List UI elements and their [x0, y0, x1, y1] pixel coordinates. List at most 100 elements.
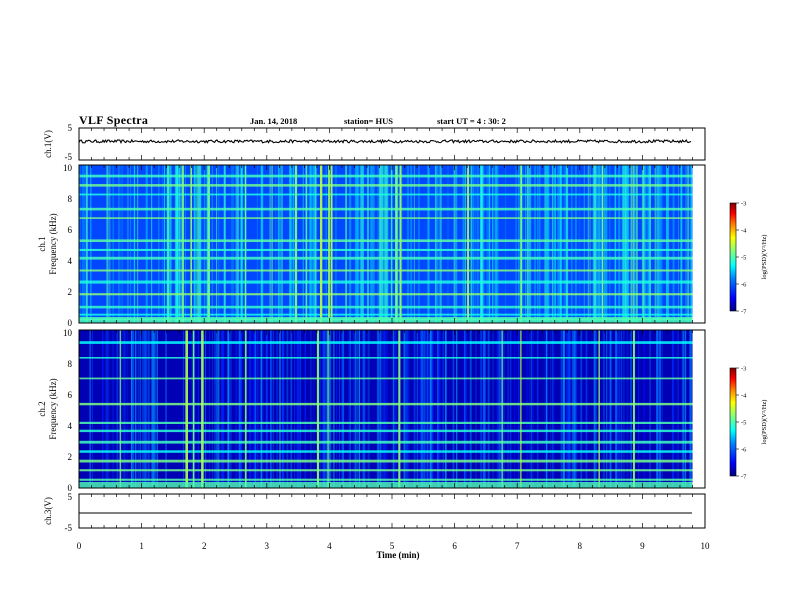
ch1-spec-noise-column — [151, 165, 153, 323]
colorbar-tick-label: -7 — [741, 309, 747, 316]
ch1-spec-noise-column — [396, 165, 399, 323]
ch2-spec-noise-column — [131, 330, 133, 488]
ch1-spec-noise-column — [547, 165, 550, 323]
ch2-spec-ticks — [78, 330, 706, 488]
ch1-spec-noise-column — [505, 165, 507, 323]
ch1-spec-noise-column — [561, 165, 562, 323]
ch1-spec-noise-column — [632, 165, 635, 323]
ch1-spec-noise-column — [166, 165, 169, 323]
ch2-spec-noise-column — [145, 330, 147, 488]
ch1-spec-noise-column — [480, 165, 482, 323]
chart-title: VLF Spectra — [79, 113, 149, 127]
ch1-spec-noise-column — [349, 165, 351, 323]
ch2-spec-noise-column — [137, 330, 140, 488]
ch1-spec-noise-column — [518, 165, 520, 323]
ch2-spec-noise-column — [442, 330, 444, 488]
ch1-spec-band — [79, 256, 693, 260]
ch2-spec-noise-column — [675, 330, 677, 488]
ch1-spec-noise-column — [657, 165, 658, 323]
ch3-ytick-top: 5 — [68, 492, 73, 502]
ch1-spec-noise-column — [197, 165, 200, 323]
ch1-spec-noise-column — [470, 165, 472, 323]
ch2-spec-noise-column — [507, 330, 509, 488]
ch1-spec-noise-column — [497, 165, 499, 323]
ch2-spec-noise-column — [394, 330, 397, 488]
ch2-spec-ytick-8: 8 — [68, 359, 73, 369]
ch2-spec-noise-column — [531, 330, 532, 488]
colorbar-tick-label: -6 — [741, 447, 747, 454]
ch2-spec-noise-column — [672, 330, 675, 488]
ch2-spec-event — [201, 330, 204, 488]
ch1-spec-noise-column — [666, 165, 668, 323]
ch1-spec-noise-column — [473, 165, 474, 323]
ch2-spec-noise-column — [322, 330, 325, 488]
ch1-spec-noise-column — [199, 165, 201, 323]
ch2-spec-noise-column — [102, 330, 104, 488]
ch1-spec-noise-column — [589, 165, 591, 323]
ch1-spec-noise-column — [634, 165, 636, 323]
ch2-spec-noise-column — [354, 330, 357, 488]
ch1-spec-noise-column — [571, 165, 573, 323]
ch2-spec-noise-column — [348, 330, 349, 488]
ch2-spec-noise-column — [580, 330, 582, 488]
ch1-spec-noise-column — [196, 165, 198, 323]
ch1-spectrogram — [79, 165, 693, 323]
ch2-spec-noise-column — [319, 330, 321, 488]
ch2-spec-noise-column — [385, 330, 388, 488]
ch2-spec-noise-column — [432, 330, 434, 488]
x-tick-label: 7 — [515, 541, 520, 551]
ch2-spec-noise-column — [377, 330, 380, 488]
ch1-spec-noise-column — [486, 165, 488, 323]
ch2-spec-noise-column — [574, 330, 576, 488]
ch2-spec-noise-column — [661, 330, 663, 488]
ch2-spec-noise-column — [296, 330, 299, 488]
ch1-spec-noise-column — [275, 165, 277, 323]
ch2-spec-noise-column — [463, 330, 466, 488]
ch2-spec-noise-column — [142, 330, 144, 488]
ch1-spec-noise-column — [596, 165, 598, 323]
ch1-spec-ytick-0: 0 — [68, 318, 73, 328]
ch1-spec-event — [320, 165, 323, 323]
ch1-spec-noise-column — [625, 165, 628, 323]
ch2-spec-noise-column — [341, 330, 343, 488]
ch1-spec-noise-column — [169, 165, 172, 323]
ch2-spec-noise-column — [165, 330, 167, 488]
ch2-spec-noise-column — [681, 330, 684, 488]
ch1-spectrogram-panel: 10 8 6 4 2 0 ch.1 Frequency (kHz) — [37, 163, 706, 328]
ch1-spec-noise-column — [381, 165, 384, 323]
ch2-spec-band — [79, 459, 693, 463]
ch1-spec-noise-column — [217, 165, 220, 323]
ch2-spec-noise-column — [429, 330, 432, 488]
ch2-spec-noise-column — [423, 330, 426, 488]
ch2-spec-noise-column — [205, 330, 207, 488]
ch2-spec-noise-column — [336, 330, 338, 488]
ch1-spec-band — [79, 313, 693, 316]
ch1-spec-noise-column — [106, 165, 109, 323]
ch2-spec-noise-column — [227, 330, 229, 488]
ch1-spec-noise-column — [167, 165, 169, 323]
ch1-spec-noise-column — [205, 165, 208, 323]
ch1-spec-noise-column — [133, 165, 136, 323]
ch1-spec-noise-column — [231, 165, 233, 323]
colorbar-tick-label: -7 — [741, 474, 747, 481]
ch1-spec-noise-column — [179, 165, 181, 323]
ch1-spec-noise-column — [437, 165, 440, 323]
ch1-spec-noise-column — [345, 165, 347, 323]
ch2-spec-noise-column — [418, 330, 420, 488]
ch1-spec-noise-column — [314, 165, 317, 323]
ch1-spec-noise-column — [175, 165, 177, 323]
ch3-waveform-panel: 5 -5 ch.3(V) — [43, 492, 706, 533]
ch2-spec-noise-column — [362, 330, 365, 488]
ch1-ytick-top: 5 — [68, 123, 73, 133]
ch1-spec-ytick-10: 10 — [63, 163, 73, 173]
ch1-spec-noise-column — [200, 165, 201, 323]
ch1-spec-noise-column — [280, 165, 282, 323]
ch2-spec-noise-column — [328, 330, 330, 488]
ch2-spec-noise-column — [529, 330, 531, 488]
ch1-spec-event — [399, 165, 402, 323]
colorbar-tick-label: -4 — [741, 228, 747, 235]
ch2-spec-noise-column — [585, 330, 588, 488]
ch1-spec-noise-column — [680, 165, 682, 323]
ch1-spec-event — [295, 165, 298, 323]
ch2-spec-noise-column — [551, 330, 554, 488]
